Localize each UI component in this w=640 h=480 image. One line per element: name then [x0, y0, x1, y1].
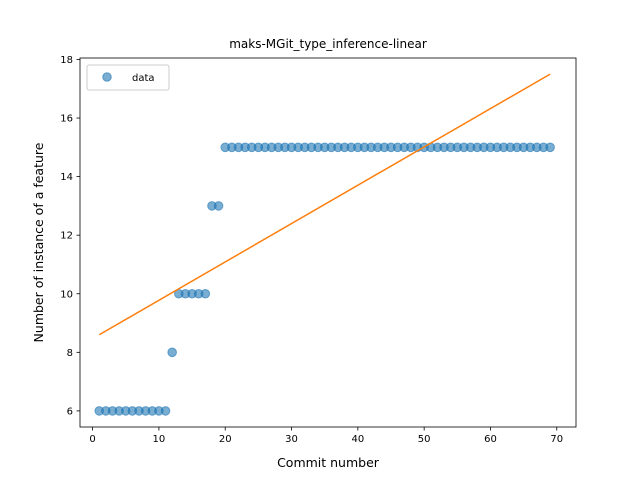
data-point [213, 201, 224, 211]
y-tick-label: 18 [60, 55, 73, 66]
data-point [167, 347, 177, 358]
x-tick-label: 30 [285, 434, 298, 445]
x-tick-label: 50 [418, 434, 431, 445]
x-tick-label: 40 [351, 434, 364, 445]
y-tick-label: 6 [67, 406, 73, 417]
legend: data [86, 64, 170, 91]
plot-frame [79, 57, 577, 428]
chart-title: maks-MGit_type_inference-linear [229, 37, 427, 51]
y-tick-label: 12 [60, 231, 73, 242]
x-tick-label: 0 [89, 434, 95, 445]
y-tick-label: 16 [60, 114, 73, 125]
legend-box [86, 64, 170, 91]
plot-area [94, 73, 555, 416]
x-axis: 0 10 20 30 40 50 60 70 [89, 427, 563, 445]
data-point [160, 406, 171, 416]
x-axis-label: Commit number [277, 455, 380, 470]
y-tick-label: 14 [60, 172, 73, 183]
x-tick-label: 20 [219, 434, 232, 445]
legend-label: data [132, 73, 155, 84]
legend-marker [102, 72, 112, 82]
data-point [200, 288, 211, 299]
x-tick-label: 60 [484, 434, 497, 445]
fit-line [98, 73, 551, 336]
x-tick-label: 70 [550, 434, 563, 445]
y-tick-label: 10 [60, 289, 73, 300]
y-tick-label: 8 [67, 348, 73, 359]
y-axis-label: Number of instance of a feature [31, 142, 46, 342]
data-point [545, 142, 555, 153]
y-axis: 6 8 10 12 14 16 18 [60, 55, 80, 417]
x-tick-label: 10 [153, 434, 166, 445]
